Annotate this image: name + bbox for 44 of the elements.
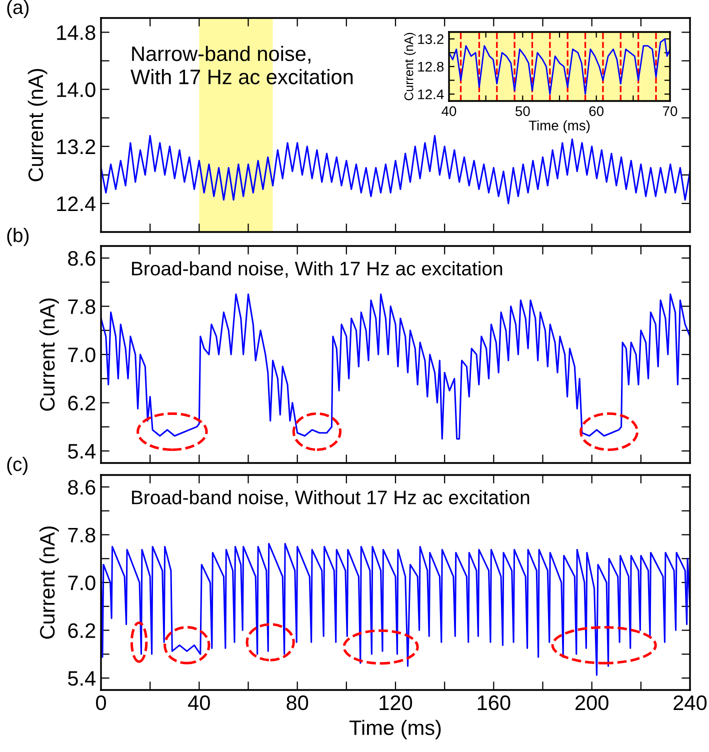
y-tick-label: 12.4 xyxy=(418,89,444,100)
x-axis-title: Time (ms) xyxy=(349,720,441,740)
y-tick-label: 8.6 xyxy=(68,480,96,495)
y-tick-label: 14.8 xyxy=(57,25,96,40)
line-series xyxy=(101,293,690,440)
y-tick-label: 13.2 xyxy=(418,34,444,44)
line-series xyxy=(101,134,690,204)
y-tick-label: 7.8 xyxy=(68,299,96,314)
y-axis-title: Current (nA) xyxy=(404,32,416,100)
y-axis-title: Current (nA) xyxy=(28,68,48,182)
y-tick-label: 5.4 xyxy=(68,671,96,686)
x-axis-title: Time (ms) xyxy=(528,120,590,134)
y-tick-label: 6.2 xyxy=(68,396,96,410)
x-tick-label: 40 xyxy=(188,695,210,710)
y-tick-label: 7.0 xyxy=(68,576,96,590)
annotation: Narrow-band noise, With 17 Hz ac excitation xyxy=(130,46,353,84)
x-tick-label: 0 xyxy=(96,695,106,710)
x-tick-label: 240 xyxy=(674,695,707,710)
y-tick-label: 7.0 xyxy=(68,348,96,362)
annotation: Broad-band noise, With 17 Hz ac excitation xyxy=(132,261,502,278)
y-tick-label: 6.2 xyxy=(68,623,96,638)
x-tick-label: 160 xyxy=(478,695,510,710)
chart-title: (c) xyxy=(7,456,28,475)
x-tick-label: 200 xyxy=(576,695,608,710)
chart-title: (a) xyxy=(7,0,29,18)
x-tick-label: 50 xyxy=(516,106,530,116)
y-tick-label: 12.8 xyxy=(418,62,444,72)
x-tick-label: 120 xyxy=(380,695,412,710)
y-tick-label: 13.2 xyxy=(57,139,96,154)
x-tick-label: 80 xyxy=(286,695,308,710)
y-tick-label: 8.6 xyxy=(68,251,96,266)
x-tick-label: 70 xyxy=(662,106,678,116)
y-axis-title: Current (nA) xyxy=(39,526,59,639)
line-series xyxy=(449,38,670,95)
y-tick-label: 7.8 xyxy=(68,528,96,542)
y-tick-label: 12.4 xyxy=(57,196,96,212)
y-axis-title: Current (nA) xyxy=(39,298,59,411)
annotation: Broad-band noise, Without 17 Hz ac excitation xyxy=(132,490,530,507)
chart-title: (b) xyxy=(7,228,29,246)
x-tick-label: 40 xyxy=(442,106,456,116)
line-series xyxy=(101,542,690,676)
x-tick-label: 60 xyxy=(589,106,604,116)
y-tick-label: 5.4 xyxy=(68,444,96,459)
y-tick-label: 14.0 xyxy=(57,82,96,98)
